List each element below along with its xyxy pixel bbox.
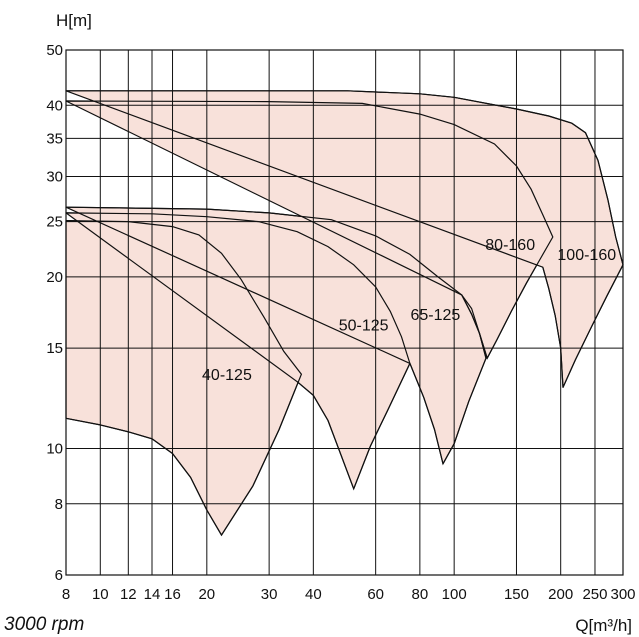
curve-80-160 <box>65 100 554 360</box>
y-tick-label: 25 <box>46 214 63 231</box>
x-axis-ticks: 8 10 12 14 16 20 30 40 60 80 100 150 200 250 300 <box>62 586 636 603</box>
x-tick-label: 40 <box>305 586 322 603</box>
x-tick-label: 14 <box>144 586 161 603</box>
y-tick-label: 15 <box>46 340 63 357</box>
x-tick-label: 200 <box>548 586 573 603</box>
x-tick-label: 100 <box>442 586 467 603</box>
curve-labels: 40-125 50-125 65-125 80-160 100-160 <box>202 237 616 384</box>
x-tick-label: 250 <box>582 586 607 603</box>
x-tick-label: 30 <box>261 586 278 603</box>
y-tick-label: 10 <box>46 441 63 458</box>
y-tick-label: 8 <box>55 496 63 513</box>
label-80-160: 80-160 <box>485 237 535 254</box>
x-tick-label: 8 <box>62 586 70 603</box>
y-tick-label: 30 <box>46 168 63 185</box>
label-65-125: 65-125 <box>410 307 460 324</box>
x-tick-label: 20 <box>198 586 215 603</box>
rpm-footnote: 3000 rpm <box>4 614 84 635</box>
x-axis-label: Q[m³/h] <box>575 616 632 635</box>
y-tick-label: 20 <box>46 269 63 286</box>
y-tick-label: 35 <box>46 130 63 147</box>
x-tick-label: 300 <box>610 586 635 603</box>
label-100-160: 100-160 <box>557 247 616 264</box>
y-axis-ticks: 6 8 10 15 20 25 30 35 40 50 <box>46 42 63 584</box>
label-40-125: 40-125 <box>202 367 252 384</box>
y-tick-label: 50 <box>46 42 63 59</box>
x-tick-label: 10 <box>92 586 109 603</box>
x-tick-label: 150 <box>504 586 529 603</box>
curve-50-125 <box>65 212 411 491</box>
curve-40-125 <box>65 220 303 537</box>
y-tick-label: 40 <box>46 97 63 114</box>
gridlines <box>65 50 624 575</box>
y-tick-label: 6 <box>55 567 63 584</box>
curve-65-125 <box>65 206 487 466</box>
x-tick-label: 12 <box>120 586 137 603</box>
x-tick-label: 16 <box>164 586 181 603</box>
plot-frame <box>65 49 624 576</box>
y-axis-label: H[m] <box>56 11 92 30</box>
x-tick-label: 60 <box>367 586 384 603</box>
curve-100-160 <box>66 90 624 388</box>
x-tick-label: 80 <box>412 586 429 603</box>
label-50-125: 50-125 <box>339 318 389 335</box>
pump-regions <box>65 90 624 536</box>
